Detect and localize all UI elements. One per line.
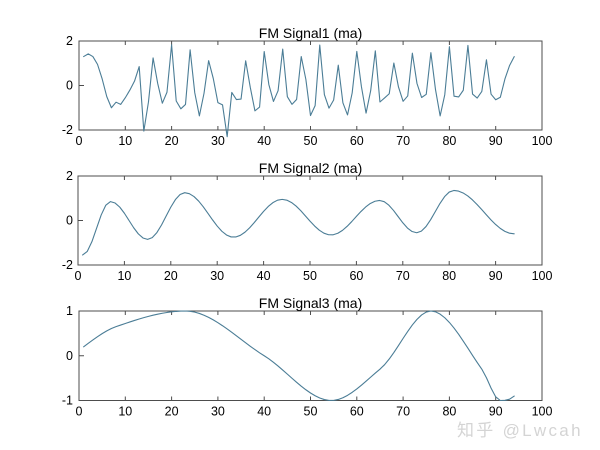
svg-text:50: 50 — [304, 134, 318, 148]
svg-text:40: 40 — [257, 405, 271, 419]
svg-text:10: 10 — [118, 134, 132, 148]
svg-text:30: 30 — [211, 405, 225, 419]
svg-text:30: 30 — [211, 134, 225, 148]
svg-text:10: 10 — [117, 269, 131, 283]
svg-text:20: 20 — [165, 134, 179, 148]
svg-text:80: 80 — [442, 405, 456, 419]
svg-text:50: 50 — [303, 269, 317, 283]
svg-text:70: 70 — [396, 405, 410, 419]
svg-text:1: 1 — [66, 304, 73, 318]
svg-text:70: 70 — [396, 134, 410, 148]
svg-text:2: 2 — [66, 34, 73, 48]
svg-text:80: 80 — [442, 269, 456, 283]
svg-text:2: 2 — [66, 169, 73, 183]
svg-text:90: 90 — [489, 269, 503, 283]
svg-text:10: 10 — [118, 405, 132, 419]
svg-text:60: 60 — [350, 405, 364, 419]
svg-text:-2: -2 — [62, 123, 73, 137]
svg-text:0: 0 — [66, 79, 73, 93]
svg-text:70: 70 — [396, 269, 410, 283]
svg-text:0: 0 — [66, 349, 73, 363]
svg-text:0: 0 — [66, 214, 73, 228]
svg-text:40: 40 — [257, 134, 271, 148]
svg-text:30: 30 — [210, 269, 224, 283]
svg-text:100: 100 — [532, 269, 553, 283]
svg-text:50: 50 — [304, 405, 318, 419]
svg-text:0: 0 — [76, 134, 83, 148]
svg-text:20: 20 — [164, 269, 178, 283]
svg-text:40: 40 — [257, 269, 271, 283]
svg-text:20: 20 — [165, 405, 179, 419]
svg-text:-1: -1 — [62, 394, 73, 408]
svg-text:60: 60 — [349, 269, 363, 283]
svg-text:100: 100 — [532, 134, 553, 148]
svg-text:0: 0 — [76, 405, 83, 419]
svg-text:90: 90 — [489, 134, 503, 148]
svg-text:0: 0 — [75, 269, 82, 283]
svg-text:80: 80 — [442, 134, 456, 148]
svg-text:60: 60 — [350, 134, 364, 148]
svg-text:-2: -2 — [62, 258, 73, 272]
